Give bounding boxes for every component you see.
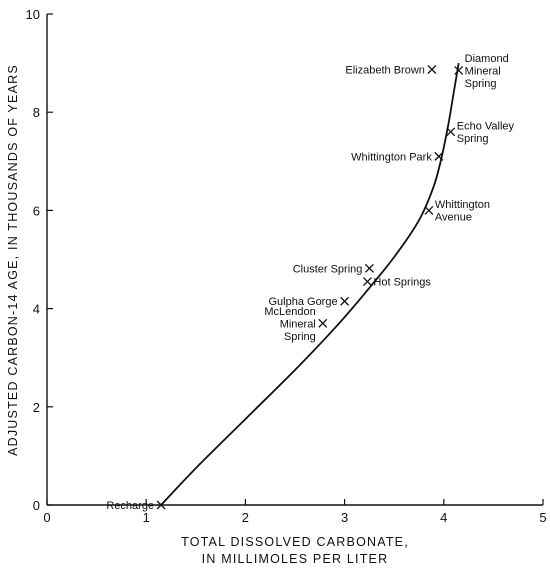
x-marker-stroke bbox=[340, 296, 350, 306]
point-label: Diamond bbox=[465, 53, 509, 65]
point-label: Elizabeth Brown bbox=[345, 64, 425, 76]
point-label: Hot Springs bbox=[373, 277, 431, 289]
data-point: Whittington Park bbox=[351, 151, 444, 163]
point-label: Cluster Spring bbox=[293, 263, 363, 275]
x-tick-label: 0 bbox=[43, 510, 50, 525]
y-tick-label: 10 bbox=[26, 7, 40, 22]
point-label: Echo Valley bbox=[457, 121, 515, 133]
x-tick-label: 4 bbox=[440, 510, 447, 525]
point-label: Spring bbox=[457, 133, 489, 145]
x-tick-label: 3 bbox=[341, 510, 348, 525]
x-ticks: 0 1 2 3 4 5 bbox=[43, 499, 547, 525]
point-label: Spring bbox=[284, 331, 316, 343]
x-marker-stroke bbox=[424, 205, 434, 215]
x-marker-stroke bbox=[318, 318, 328, 328]
point-label: Mineral bbox=[465, 65, 501, 77]
trend-curve bbox=[160, 62, 460, 506]
x-marker-stroke bbox=[454, 66, 464, 75]
x-axis-title-line-2: IN MILLIMOLES PER LITER bbox=[202, 552, 389, 566]
x-marker-stroke bbox=[364, 263, 374, 273]
point-label: Recharge bbox=[106, 500, 154, 512]
data-point: Recharge bbox=[106, 500, 166, 512]
point-label: McLendon bbox=[264, 306, 315, 318]
y-tick-label: 8 bbox=[33, 105, 40, 120]
point-label: Whittington bbox=[435, 199, 490, 211]
x-marker-stroke bbox=[427, 65, 437, 74]
axes bbox=[46, 14, 543, 506]
point-label: Whittington Park bbox=[351, 151, 432, 163]
point-label: Spring bbox=[465, 78, 497, 90]
y-tick-label: 2 bbox=[33, 400, 40, 415]
data-point: Hot Springs bbox=[362, 277, 431, 289]
data-point: Elizabeth Brown bbox=[345, 64, 437, 76]
point-label: Mineral bbox=[280, 318, 316, 330]
x-marker-stroke bbox=[434, 151, 444, 161]
point-label: Avenue bbox=[435, 212, 472, 224]
x-marker-stroke bbox=[156, 500, 166, 510]
point-label: Gulpha Gorge bbox=[268, 296, 337, 308]
y-tick-label: 4 bbox=[33, 302, 40, 317]
x-tick-label: 1 bbox=[143, 510, 150, 525]
x-tick-label: 5 bbox=[539, 510, 546, 525]
data-point: Gulpha Gorge bbox=[268, 296, 350, 308]
y-axis-title: ADJUSTED CARBON-14 AGE, IN THOUSANDS OF … bbox=[6, 64, 20, 456]
x-axis-title-line-1: TOTAL DISSOLVED CARBONATE, bbox=[181, 535, 409, 549]
x-marker-stroke bbox=[446, 127, 456, 137]
x-tick-label: 2 bbox=[242, 510, 249, 525]
y-tick-label: 0 bbox=[33, 498, 40, 513]
y-tick-label: 6 bbox=[33, 203, 40, 218]
x-marker-stroke bbox=[362, 277, 372, 287]
y-ticks: 0 2 4 6 8 10 bbox=[26, 7, 53, 513]
data-point: Cluster Spring bbox=[293, 263, 374, 275]
